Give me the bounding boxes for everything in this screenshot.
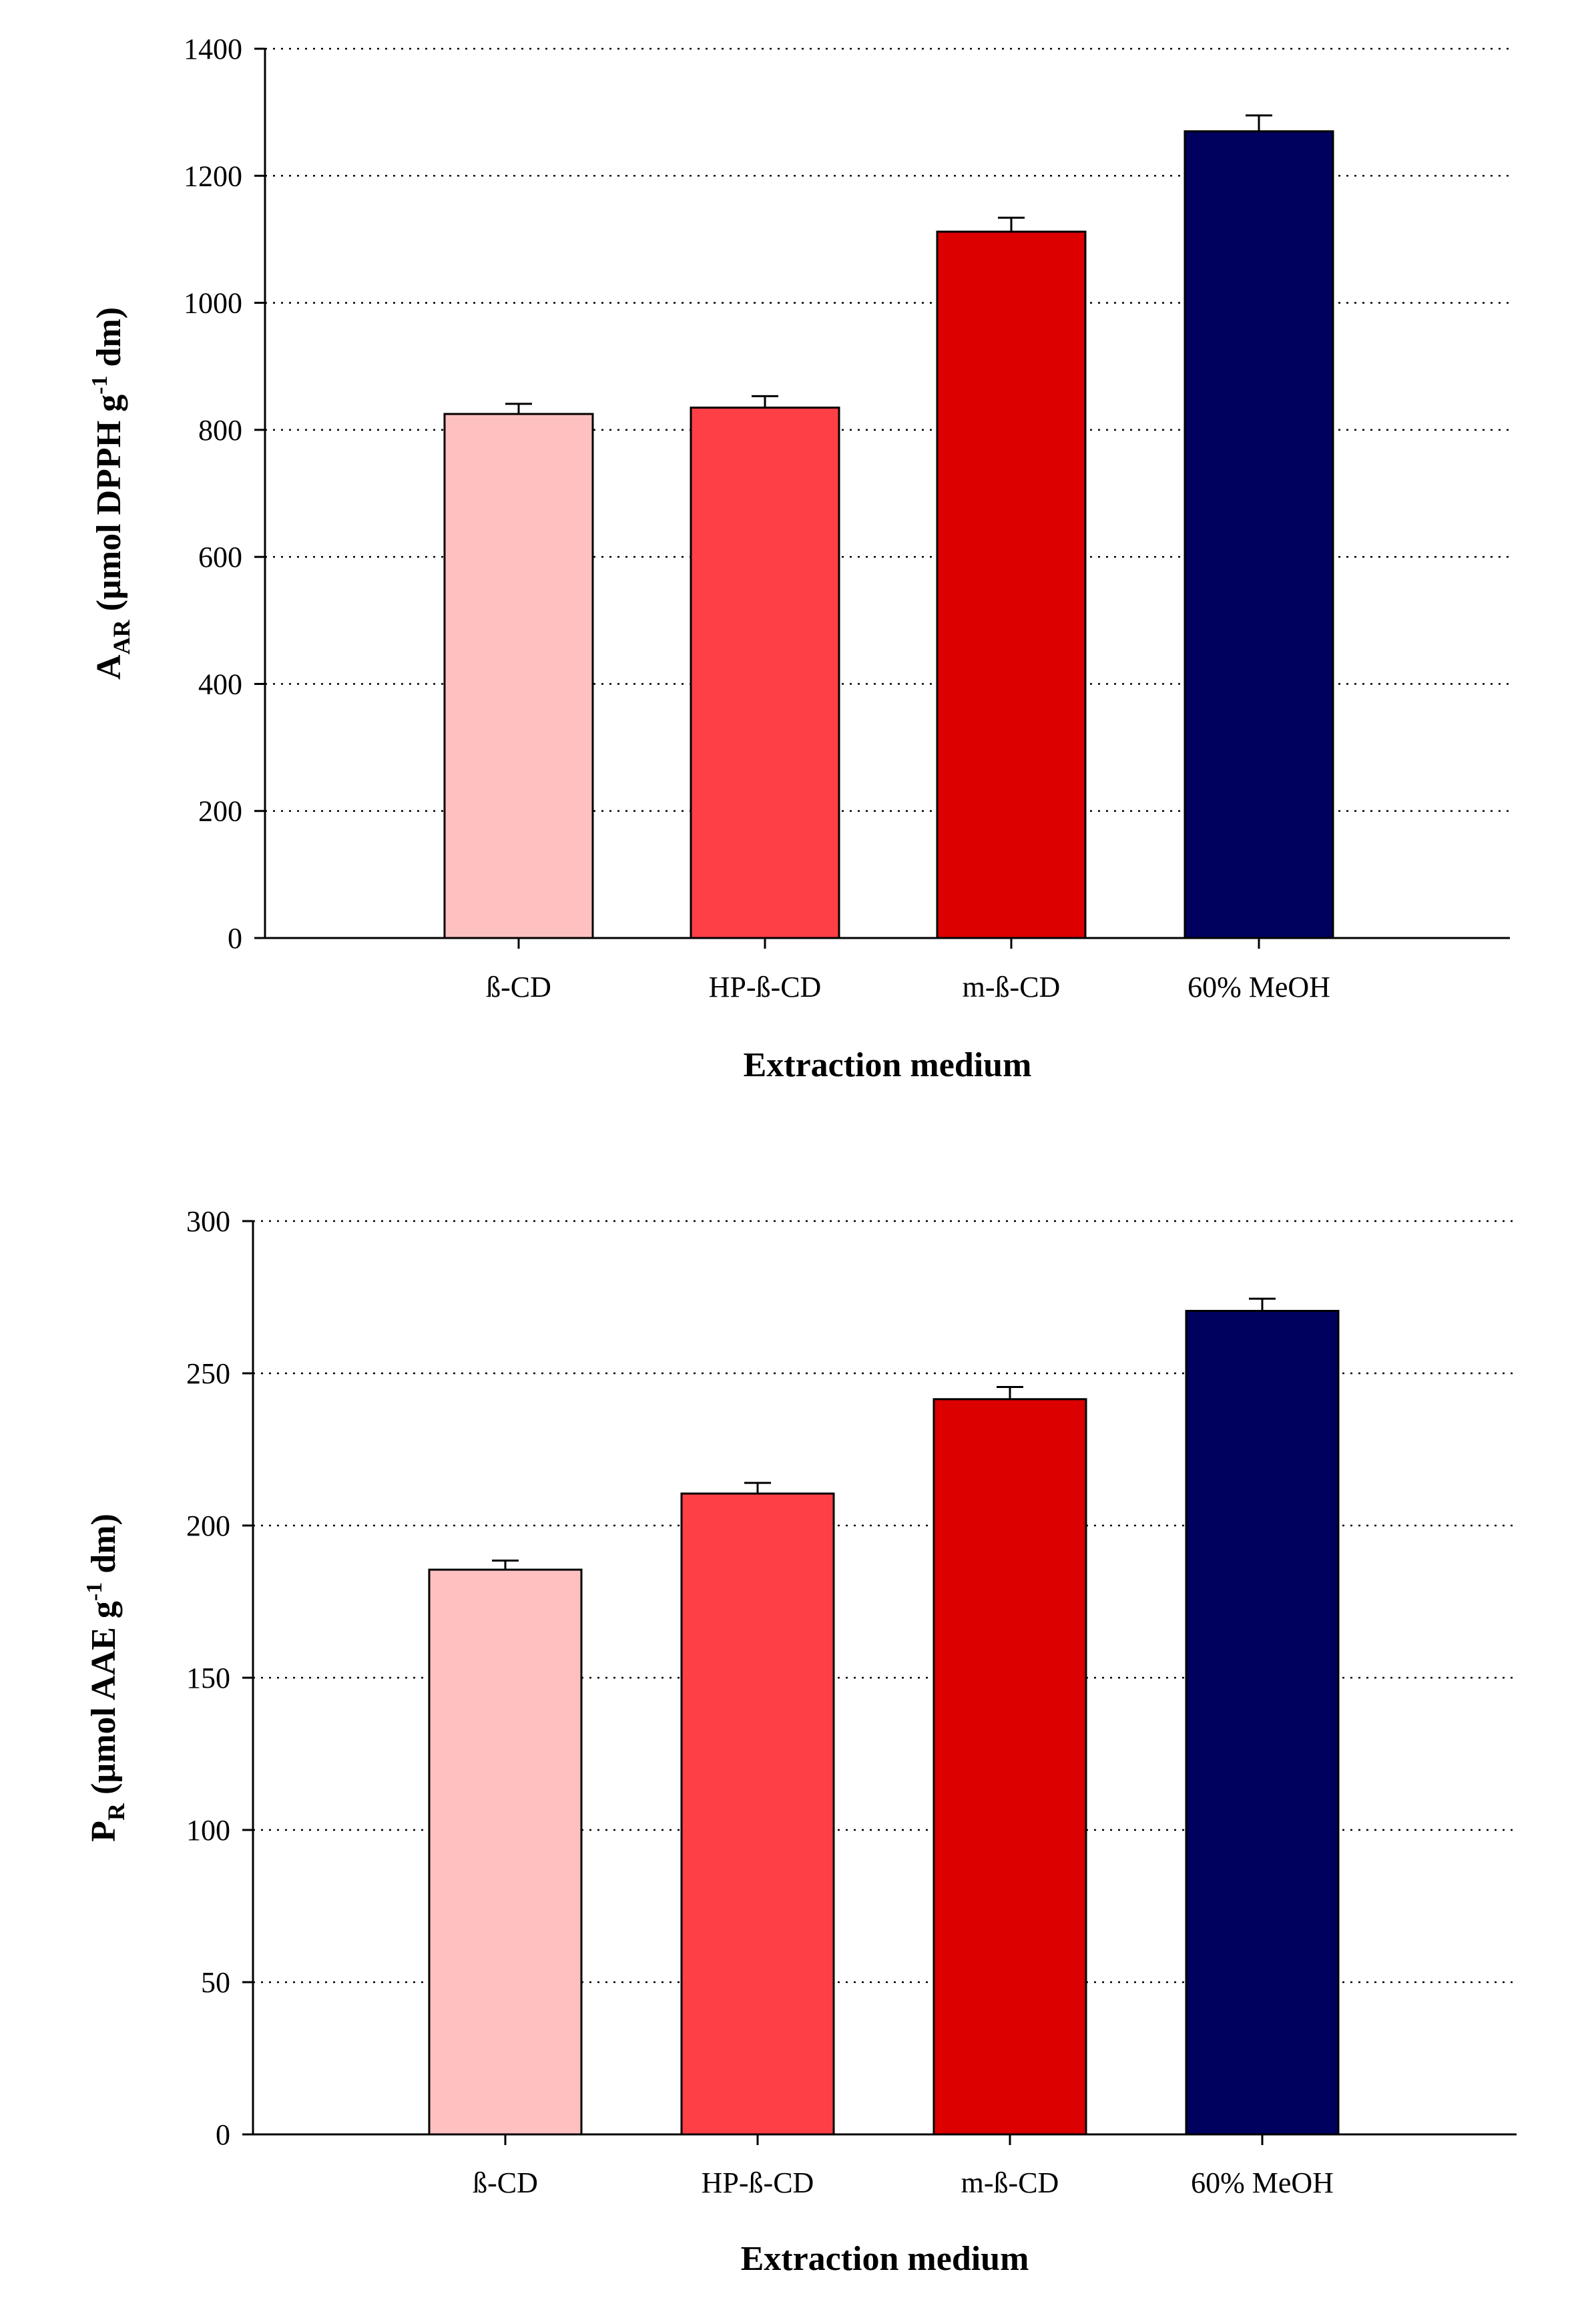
y-axis-title-sub: AR bbox=[108, 619, 135, 654]
y-axis-title-pre: (µmol AAE g bbox=[85, 1601, 123, 1803]
bar bbox=[933, 1398, 1087, 2136]
y-axis-title-sup: -1 bbox=[87, 376, 112, 395]
y-axis-title-main: P bbox=[85, 1821, 123, 1842]
x-axis-title: Extraction medium bbox=[741, 2240, 1029, 2278]
x-category-label: 60% MeOH bbox=[1187, 971, 1330, 1003]
y-tick-label: 0 bbox=[228, 922, 242, 955]
y-tick-label: 0 bbox=[216, 2118, 230, 2151]
y-tick-label: 600 bbox=[198, 541, 242, 573]
y-tick-label: 200 bbox=[198, 795, 242, 828]
bar bbox=[680, 1492, 835, 2136]
y-tick-label: 1400 bbox=[184, 33, 242, 65]
y-axis-title: AAR (µmol DPPH g-1 dm) bbox=[87, 307, 135, 680]
y-tick-label: 50 bbox=[201, 1966, 230, 1999]
y-axis-title-post: dm) bbox=[90, 307, 128, 376]
y-tick-label: 1000 bbox=[184, 287, 242, 320]
y-tick-label: 300 bbox=[186, 1205, 230, 1238]
bar bbox=[690, 407, 840, 939]
x-category-label: 60% MeOH bbox=[1191, 2166, 1334, 2199]
x-category-label: ß-CD bbox=[473, 2166, 538, 2199]
x-axis-title: Extraction medium bbox=[744, 1046, 1032, 1084]
y-tick-label: 800 bbox=[198, 414, 242, 447]
y-axis-title-sub: R bbox=[103, 1803, 129, 1821]
y-axis-title-pre: (µmol DPPH g bbox=[90, 395, 128, 620]
bar bbox=[428, 1568, 583, 2136]
y-axis-title: PR (µmol AAE g-1 dm) bbox=[82, 1514, 129, 1842]
x-category-label: m-ß-CD bbox=[963, 971, 1061, 1003]
y-tick-label: 250 bbox=[186, 1357, 230, 1390]
bar bbox=[936, 230, 1087, 939]
chart-antiradical-activity: 0 200 400 600 800 1000 1200 1400 ß-CD HP-ß-CD m-ß-… bbox=[87, 33, 1510, 1084]
y-tick-label: 200 bbox=[186, 1509, 230, 1542]
y-axis-title-main: A bbox=[90, 654, 128, 680]
x-category-label: ß-CD bbox=[486, 971, 551, 1003]
chart-reducing-power: 0 50 100 150 200 250 300 ß-CD HP-ß-CD m-ß-CD 60% M… bbox=[82, 1205, 1517, 2278]
x-category-label: m-ß-CD bbox=[961, 2166, 1059, 2199]
y-tick-label: 400 bbox=[198, 668, 242, 700]
y-tick-label: 100 bbox=[186, 1814, 230, 1847]
y-tick-label: 1200 bbox=[184, 160, 242, 192]
bar bbox=[1185, 1310, 1340, 2136]
x-category-label: HP-ß-CD bbox=[709, 971, 822, 1003]
x-category-label: HP-ß-CD bbox=[702, 2166, 814, 2199]
y-axis-title-post: dm) bbox=[85, 1514, 123, 1582]
y-axis-title-sup: -1 bbox=[82, 1582, 107, 1601]
y-tick-label: 150 bbox=[186, 1662, 230, 1694]
bar bbox=[1183, 130, 1334, 939]
bar bbox=[443, 413, 594, 939]
